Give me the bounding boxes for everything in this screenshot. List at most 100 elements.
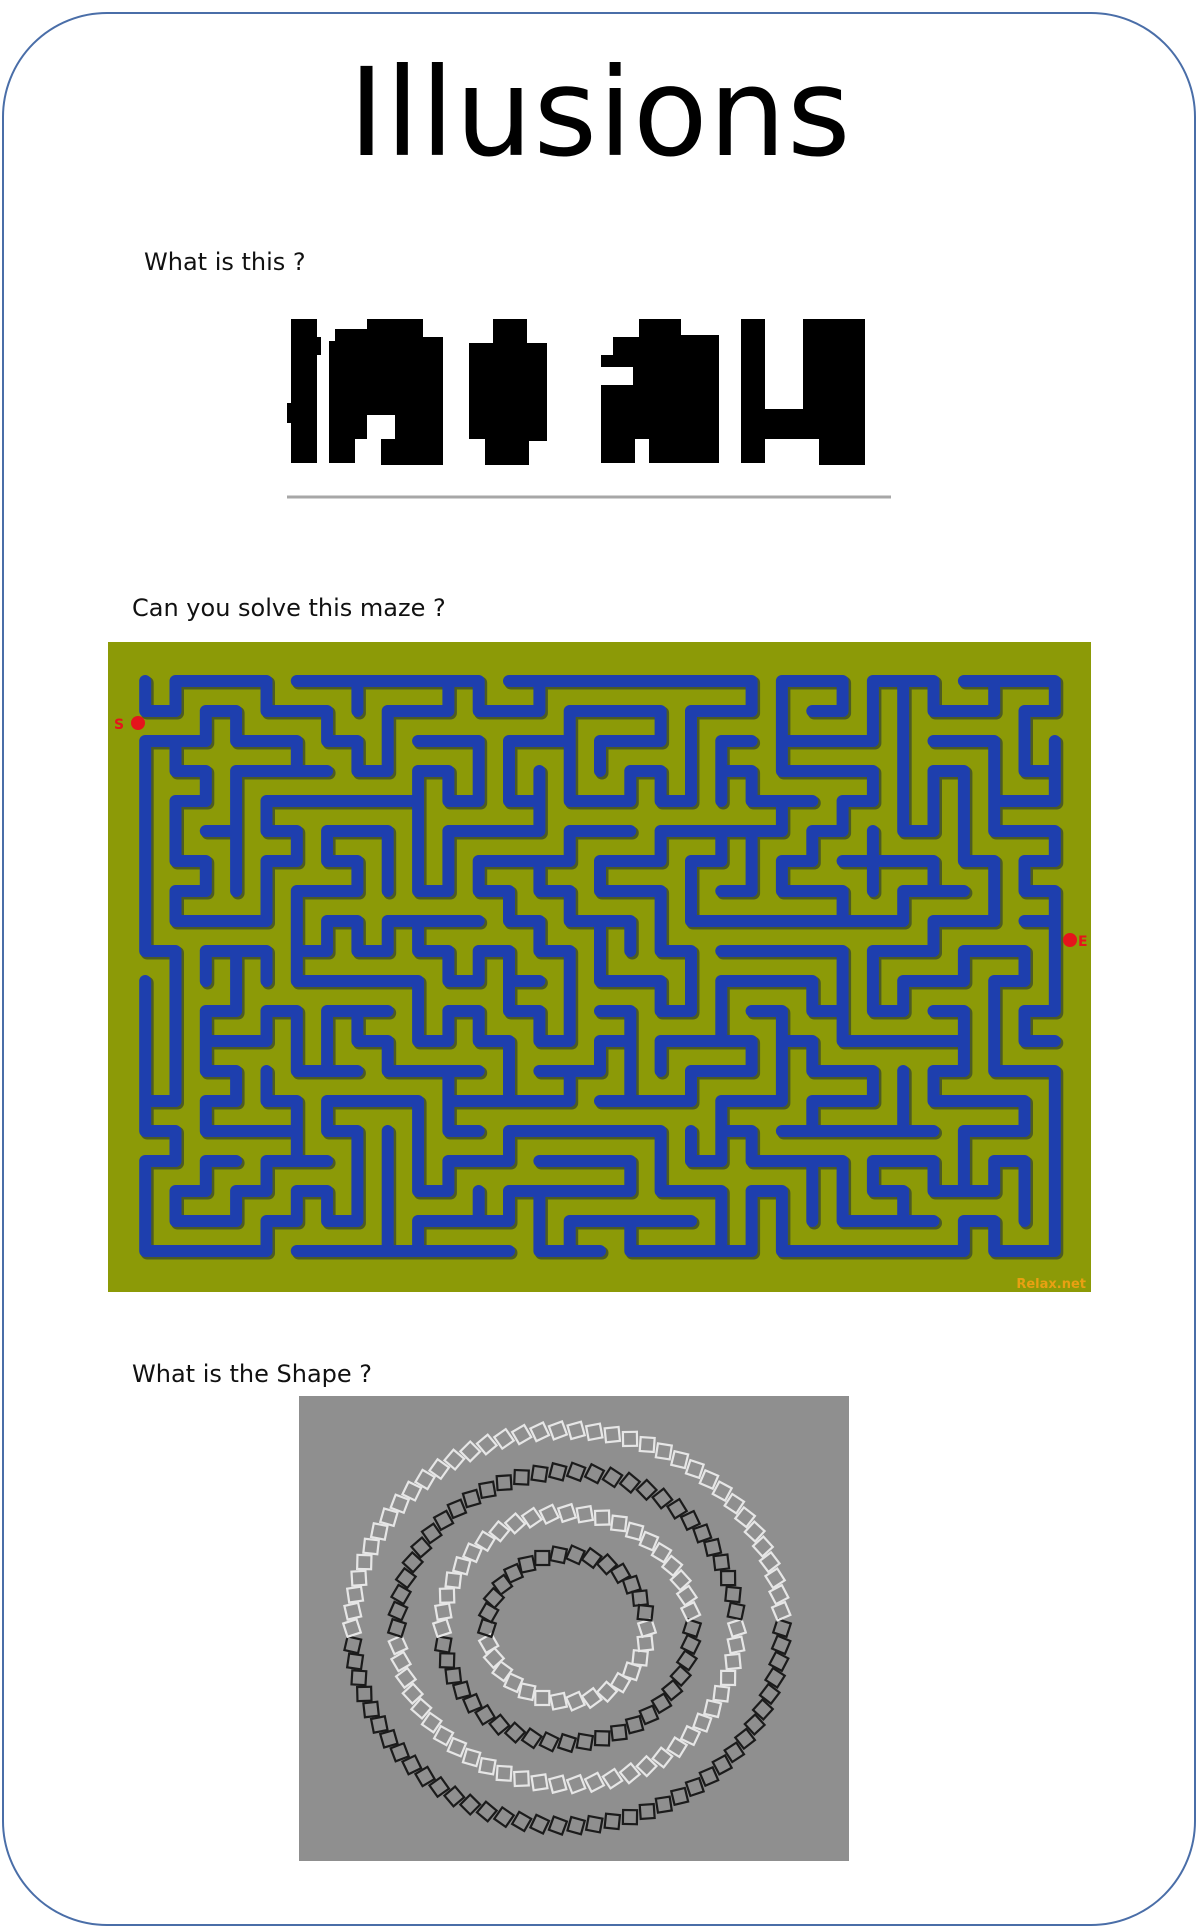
illusion-square: [510, 1423, 533, 1446]
illusion-square: [609, 1671, 632, 1694]
illusion-square: [770, 1600, 792, 1622]
illusion-square: [513, 1770, 530, 1788]
illusion-square: [679, 1600, 702, 1623]
illusion-square: [691, 1712, 713, 1733]
illusion-square: [389, 1583, 413, 1606]
illusion-square: [387, 1600, 409, 1622]
illusion-square: [751, 1698, 775, 1721]
illusion-square: [763, 1666, 787, 1689]
maze-start-dot: [131, 716, 145, 730]
illusion-square: [565, 1773, 587, 1795]
illusion-square: [660, 1554, 684, 1578]
illusion-square: [547, 1815, 569, 1837]
illusion-square: [547, 1774, 568, 1795]
illusion-square: [513, 1468, 530, 1486]
illusion-square: [726, 1601, 746, 1621]
illusion-square: [702, 1698, 723, 1719]
illusion-square: [517, 1682, 537, 1702]
illusion-square: [712, 1553, 731, 1572]
illusion-square: [601, 1767, 624, 1790]
illusion-square: [461, 1542, 484, 1564]
illusion-square: [638, 1530, 660, 1552]
illusion-square: [726, 1617, 748, 1639]
illusion-square: [698, 1468, 720, 1491]
illusion-square: [556, 1732, 578, 1754]
illusion-square: [362, 1700, 381, 1719]
illusion-square: [669, 1568, 693, 1592]
illusion-square: [362, 1537, 381, 1556]
illusion-square: [444, 1571, 463, 1590]
illusion-square: [624, 1714, 645, 1735]
illusion-square: [387, 1634, 409, 1656]
illusion-square: [433, 1635, 453, 1654]
illusion-square: [758, 1550, 782, 1574]
illusion-square: [723, 1492, 746, 1515]
illusion-square: [601, 1466, 624, 1489]
illusion-square: [618, 1761, 642, 1785]
concentric-squares-illusion: [299, 1396, 849, 1861]
illusion-square: [724, 1652, 742, 1671]
illusion-square: [771, 1617, 793, 1639]
illusion-square: [534, 1689, 551, 1707]
illusion-square: [758, 1682, 782, 1706]
illusion-square: [751, 1535, 775, 1558]
illusion-square: [482, 1646, 506, 1670]
illusion-square: [711, 1753, 734, 1776]
illusion-square: [719, 1569, 737, 1587]
illusion-square: [638, 1802, 656, 1821]
illusion-square: [733, 1727, 757, 1751]
illusion-square: [394, 1566, 418, 1590]
maze-path: [139, 675, 1061, 1257]
illusion-square: [603, 1812, 622, 1831]
illusion-square: [343, 1601, 363, 1621]
illusion-square: [461, 1747, 482, 1768]
illusion-square: [593, 1729, 611, 1747]
illusion-square: [669, 1449, 690, 1470]
illusion-square: [386, 1617, 408, 1639]
illusion-square: [345, 1585, 365, 1604]
illusion-square: [636, 1617, 658, 1639]
question-what-is-this: What is this ?: [144, 248, 306, 276]
illusion-square: [345, 1652, 365, 1671]
illusion-square: [413, 1468, 437, 1491]
illusion-square: [458, 1439, 482, 1463]
illusion-square: [378, 1507, 399, 1528]
illusion-square: [723, 1741, 746, 1764]
illusion-square: [584, 1422, 604, 1442]
illusion-square: [400, 1480, 423, 1502]
illusion-square: [565, 1461, 587, 1483]
illusion-square: [654, 1795, 674, 1814]
illusion-square: [433, 1602, 453, 1621]
illusion-square: [698, 1765, 720, 1788]
illusion-square: [490, 1659, 514, 1683]
illusion-square: [651, 1746, 674, 1769]
illusion-square: [477, 1632, 500, 1655]
illusion-square: [389, 1493, 411, 1515]
illusion-square: [369, 1714, 389, 1735]
illusion-square: [400, 1754, 423, 1776]
illusion-square: [488, 1519, 511, 1543]
question-maze: Can you solve this maze ?: [132, 594, 446, 622]
illusion-square: [635, 1478, 659, 1502]
illusion-square: [427, 1457, 451, 1481]
illusion-square: [475, 1433, 499, 1456]
illusion-square: [556, 1502, 578, 1524]
illusion-square: [651, 1487, 674, 1510]
illusion-square: [609, 1514, 628, 1533]
illusion-square: [548, 1691, 569, 1711]
illusion-square: [409, 1535, 433, 1559]
illusion-square: [767, 1583, 790, 1606]
illusion-square: [538, 1503, 561, 1526]
illusion-square: [679, 1724, 702, 1747]
illusion-square: [660, 1678, 684, 1702]
illusion-square: [389, 1650, 413, 1673]
illusion-square: [743, 1713, 767, 1736]
illusion-square: [564, 1544, 587, 1566]
illusion-square: [621, 1430, 639, 1448]
maze-start-label: S: [114, 717, 124, 733]
illusion-square: [438, 1652, 456, 1669]
illusion-square: [603, 1425, 622, 1444]
illusion-square: [547, 1461, 568, 1482]
illusion-square: [431, 1617, 453, 1639]
illusion-square: [624, 1521, 645, 1542]
